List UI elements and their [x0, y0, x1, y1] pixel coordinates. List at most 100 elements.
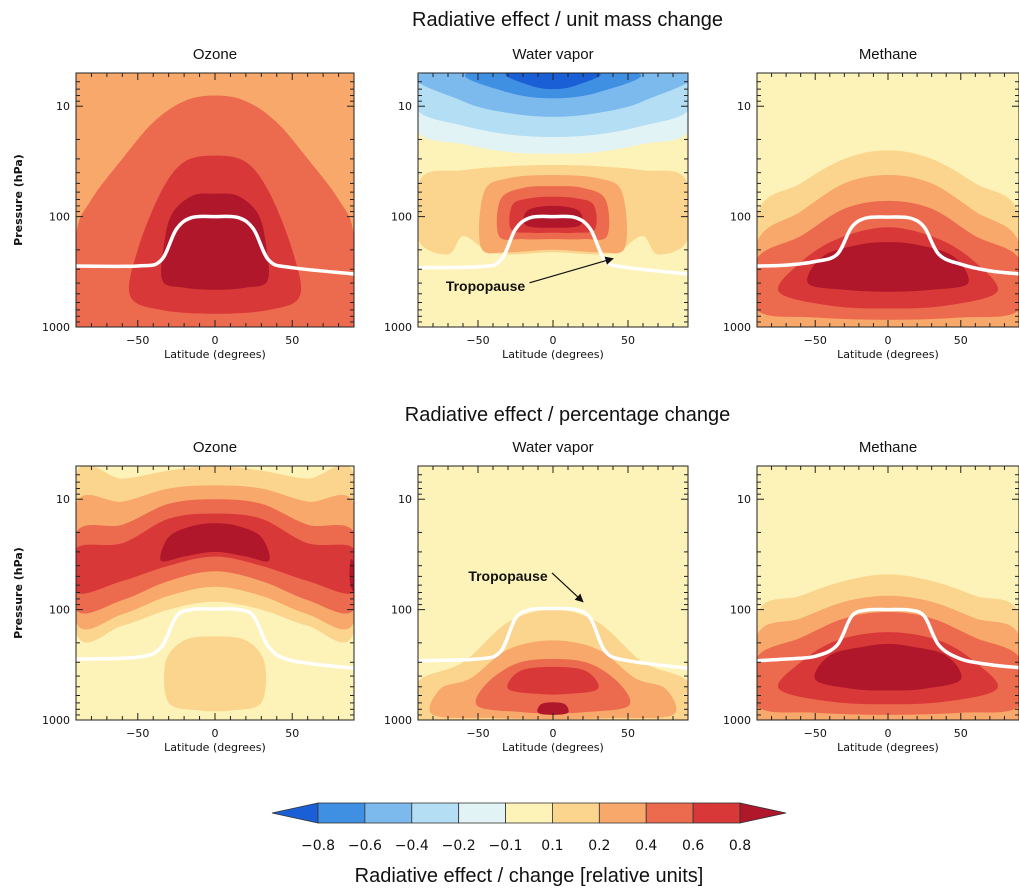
colorbar-bin [317, 802, 366, 824]
colorbar-tick-label: −0.8 [301, 838, 335, 854]
y-tick-label: 1000 [723, 714, 751, 727]
x-tick-label: 50 [621, 727, 635, 740]
x-tick-label: 0 [212, 334, 219, 347]
colorbar-tick-label: 0.4 [635, 838, 657, 854]
contour-region [537, 702, 569, 715]
x-tick-label: −50 [466, 727, 489, 740]
y-tick-label: 100 [730, 211, 751, 224]
x-axis: −50 0 50 Latitude (degrees) [432, 73, 674, 361]
x-axis-label: Latitude (degrees) [164, 348, 266, 361]
y-tick-label: 10 [56, 100, 70, 113]
y-tick-label: 10 [737, 493, 751, 506]
y-axis: 10 100 1000 Pressure (hPa) [12, 72, 354, 334]
colorbar-bin [598, 802, 647, 824]
y-tick-label: 1000 [42, 714, 70, 727]
contour-region [807, 242, 969, 292]
row-title: Radiative effect / unit mass change [412, 9, 723, 31]
plot-area [418, 466, 688, 720]
colorbar-bin [692, 802, 741, 824]
plot-area [757, 73, 1019, 327]
tropopause-line [76, 214, 354, 276]
contour-region [76, 513, 354, 594]
y-axis: 10 100 1000 [384, 72, 688, 334]
x-axis-label: Latitude (degrees) [837, 741, 939, 754]
contour-region [505, 73, 601, 90]
panel-title: Ozone [193, 439, 237, 456]
x-tick-label: 50 [285, 727, 299, 740]
y-tick-label: 1000 [42, 321, 70, 334]
y-axis-label: Pressure (hPa) [12, 547, 25, 639]
y-tick-label: 1000 [384, 321, 412, 334]
x-tick-label: 0 [885, 334, 892, 347]
panel-title: Water vapor [512, 46, 593, 63]
x-axis: −50 0 50 Latitude (degrees) [771, 466, 1005, 754]
x-tick-label: −50 [466, 334, 489, 347]
x-axis: −50 0 50 Latitude (degrees) [432, 466, 674, 754]
plot-area [757, 466, 1019, 720]
contour-region [814, 644, 962, 691]
colorbar-extend-high [739, 802, 787, 824]
panel-methane: Methane −50 0 50 Latitude (degrees) 10 100 1000 [723, 439, 1019, 754]
plot-area [76, 73, 354, 327]
x-tick-label: 50 [954, 727, 968, 740]
x-tick-label: 0 [550, 727, 557, 740]
plot-area [76, 466, 354, 720]
colorbar-bin [552, 802, 600, 824]
y-tick-label: 100 [391, 211, 412, 224]
y-axis: 10 100 1000 [723, 72, 1019, 334]
colorbar-tick-label: 0.1 [541, 838, 563, 854]
colorbar-bin [645, 802, 694, 824]
panel-title: Methane [859, 46, 917, 63]
y-axis: 10 100 1000 [723, 465, 1019, 727]
y-tick-label: 10 [398, 100, 412, 113]
colorbar-tick-label: −0.1 [489, 838, 523, 854]
x-axis-label: Latitude (degrees) [502, 741, 604, 754]
panel-water-vapor: Water vapor −50 0 50 Latitude (degrees) 10 100… [384, 439, 689, 754]
row-title: Radiative effect / percentage change [405, 404, 730, 426]
y-tick-label: 10 [56, 493, 70, 506]
panel-water-vapor: Water vapor −50 0 50 Latitude (degrees) 10 100… [384, 46, 689, 361]
contour-region [349, 558, 354, 592]
tropopause-annotation: Tropopause [468, 568, 548, 584]
x-tick-label: −50 [804, 727, 827, 740]
x-tick-label: 50 [954, 334, 968, 347]
colorbar-bin [505, 802, 553, 824]
contour-region [161, 193, 269, 290]
contour-region [507, 666, 599, 695]
x-tick-label: 0 [212, 727, 219, 740]
tropopause-line [418, 606, 688, 671]
tropopause-line [76, 607, 354, 671]
x-axis: −50 0 50 Latitude (degrees) [90, 466, 340, 754]
x-tick-label: 50 [621, 334, 635, 347]
x-axis: −50 0 50 Latitude (degrees) [771, 73, 1005, 361]
tropopause-line [757, 215, 1019, 276]
x-tick-label: 0 [550, 334, 557, 347]
colorbar-bin [364, 802, 413, 824]
colorbar-extend-low [271, 802, 319, 824]
annotation-arrow [529, 256, 614, 284]
colorbar-tick-label: 0.2 [588, 838, 610, 854]
x-axis-label: Latitude (degrees) [164, 741, 266, 754]
colorbar-tick-label: −0.4 [395, 838, 429, 854]
colorbar-tick-label: 0.6 [682, 838, 704, 854]
plot-area [418, 73, 688, 327]
x-tick-label: −50 [126, 727, 149, 740]
contour-region [163, 636, 267, 712]
colorbar-bin [458, 802, 506, 824]
y-tick-label: 100 [49, 211, 70, 224]
y-tick-label: 10 [398, 493, 412, 506]
row-2: Radiative effect / percentage change Ozon… [12, 404, 1019, 754]
panel-ozone: Ozone −50 0 50 Latitude (degrees) 10 100 1000 Pr… [12, 46, 355, 361]
tropopause-annotation: Tropopause [446, 278, 526, 294]
colorbar: −0.8 −0.6 −0.4 −0.2 −0.1 0.1 0.2 0.4 0.6 0.8 Radia… [271, 802, 787, 887]
colorbar-tick-label: −0.2 [442, 838, 476, 854]
x-tick-label: 50 [285, 334, 299, 347]
y-tick-label: 10 [737, 100, 751, 113]
y-axis: 10 100 1000 Pressure (hPa) [12, 465, 354, 727]
y-tick-label: 100 [49, 604, 70, 617]
colorbar-title: Radiative effect / change [relative unit… [355, 865, 704, 887]
panel-methane: Methane −50 0 50 Latitude (degrees) 10 100 1000 [723, 46, 1019, 361]
y-tick-label: 100 [391, 604, 412, 617]
